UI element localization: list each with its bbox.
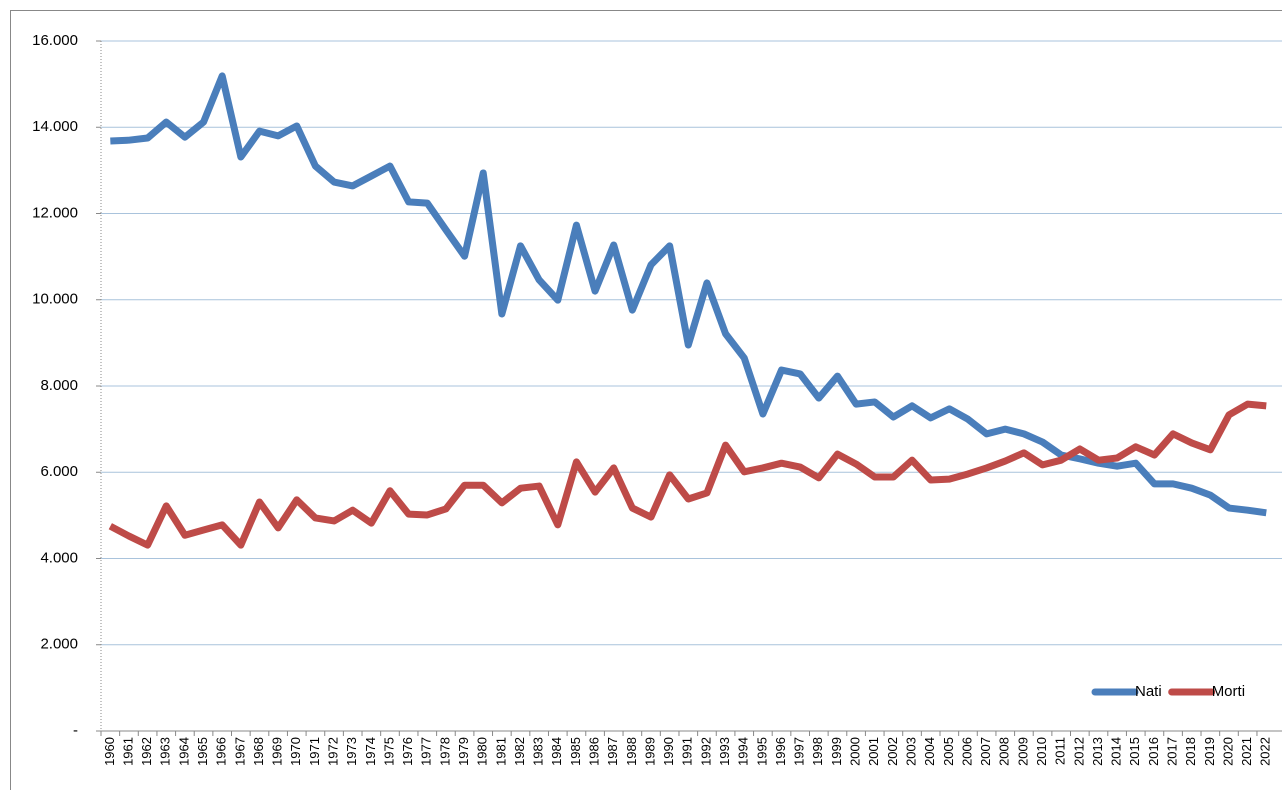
x-tick-label: 2017: [1164, 737, 1179, 766]
x-tick-label: 1979: [456, 737, 471, 766]
y-tick-label: 6.000: [40, 463, 78, 480]
x-tick-label: 2006: [959, 737, 974, 766]
x-tick-label: 1982: [512, 737, 527, 766]
x-tick-label: 1968: [251, 737, 266, 766]
x-tick-label: 1961: [120, 737, 135, 766]
series-line: [110, 72, 1267, 517]
x-tick-label: 2013: [1090, 737, 1105, 766]
x-tick-label: 1969: [270, 737, 285, 766]
x-tick-label: 1965: [195, 737, 210, 766]
y-tick-label: 12.000: [32, 204, 78, 221]
x-tick-label: 2010: [1034, 737, 1049, 766]
y-tick-label: 14.000: [32, 118, 78, 135]
x-tick-label: 1999: [829, 737, 844, 766]
series-line: [108, 400, 1267, 549]
x-tick-label: 1981: [493, 737, 508, 766]
x-tick-label: 1998: [810, 737, 825, 766]
y-tick-label: 8.000: [40, 377, 78, 394]
x-tick-label: 1976: [400, 737, 415, 766]
x-tick-label: 1989: [642, 737, 657, 766]
x-tick-label: 1980: [475, 737, 490, 766]
x-tick-label: 1967: [232, 737, 247, 766]
y-tick-label: -: [73, 722, 78, 739]
x-tick-label: 1997: [792, 737, 807, 766]
x-tick-label: 2020: [1220, 737, 1235, 766]
x-tick-label: 2003: [903, 737, 918, 766]
x-tick-label: 1995: [754, 737, 769, 766]
x-tick-label: 1971: [307, 737, 322, 766]
x-tick-label: 1974: [363, 737, 378, 766]
x-tick-label: 2008: [997, 737, 1012, 766]
x-tick-label: 1992: [698, 737, 713, 766]
x-tick-label: 1983: [531, 737, 546, 766]
x-tick-label: 2018: [1183, 737, 1198, 766]
x-tick-label: 2007: [978, 737, 993, 766]
x-tick-label: 1986: [587, 737, 602, 766]
x-tick-label: 2002: [885, 737, 900, 766]
x-tick-label: 1970: [288, 737, 303, 766]
x-tick-label: 2012: [1071, 737, 1086, 766]
x-tick-label: 1977: [419, 737, 434, 766]
x-tick-label: 2004: [922, 737, 937, 766]
legend-label: Morti: [1212, 683, 1245, 700]
x-tick-label: 1962: [139, 737, 154, 766]
x-tick-label: 1972: [325, 737, 340, 766]
x-tick-label: 1975: [381, 737, 396, 766]
x-tick-label: 1993: [717, 737, 732, 766]
x-tick-label: 1996: [773, 737, 788, 766]
x-tick-label: 2021: [1239, 737, 1254, 766]
x-tick-label: 1978: [437, 737, 452, 766]
y-tick-label: 2.000: [40, 636, 78, 653]
y-tick-label: 16.000: [32, 32, 78, 49]
legend-label: Nati: [1135, 683, 1162, 700]
x-tick-label: 2022: [1258, 737, 1273, 766]
x-tick-label: 1990: [661, 737, 676, 766]
x-tick-label: 2014: [1109, 737, 1124, 766]
x-tick-label: 1987: [605, 737, 620, 766]
x-tick-label: 1985: [568, 737, 583, 766]
x-tick-label: 1973: [344, 737, 359, 766]
x-tick-label: 2005: [941, 737, 956, 766]
x-tick-label: 1991: [680, 737, 695, 766]
x-tick-label: 1988: [624, 737, 639, 766]
x-tick-label: 2009: [1015, 737, 1030, 766]
x-tick-label: 2016: [1146, 737, 1161, 766]
x-tick-label: 1966: [214, 737, 229, 766]
x-tick-label: 1984: [549, 737, 564, 766]
x-tick-label: 1963: [158, 737, 173, 766]
x-tick-label: 2011: [1053, 737, 1068, 765]
chart-border: [10, 10, 1282, 790]
y-tick-label: 10.000: [32, 291, 78, 308]
x-tick-label: 1960: [102, 737, 117, 766]
x-tick-label: 2000: [848, 737, 863, 766]
x-tick-label: 2015: [1127, 737, 1142, 766]
x-tick-label: 1994: [736, 737, 751, 766]
y-tick-label: 4.000: [40, 549, 78, 566]
x-tick-label: 2001: [866, 737, 881, 766]
x-tick-label: 2019: [1202, 737, 1217, 766]
x-tick-label: 1964: [176, 737, 191, 766]
